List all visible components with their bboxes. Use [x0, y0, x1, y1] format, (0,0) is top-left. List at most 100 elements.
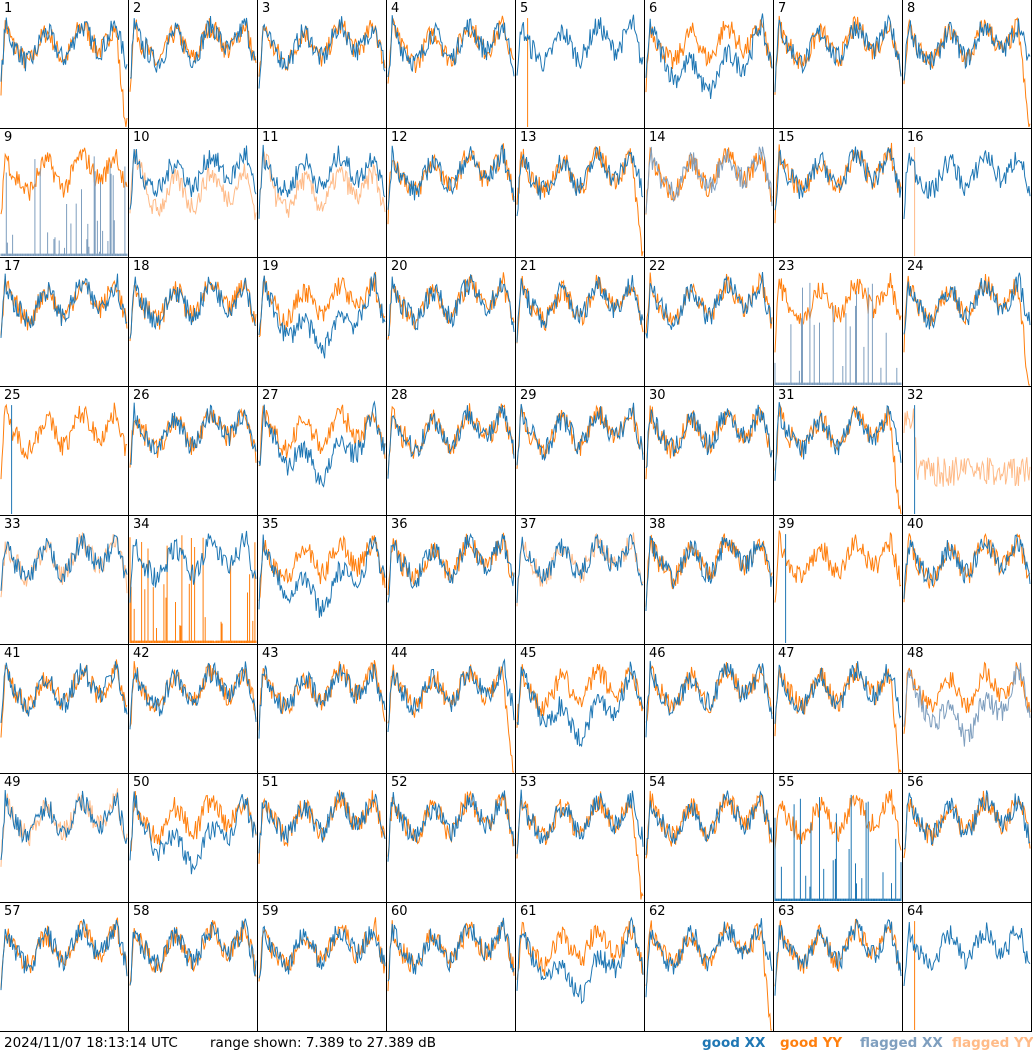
series-yy-line [258, 271, 386, 338]
panel-spectrum-plot [645, 146, 773, 215]
panel-20: 20 [387, 258, 516, 387]
panel-number: 21 [520, 259, 537, 274]
panel-spectrum-plot [0, 273, 128, 338]
panel-spectrum-plot [0, 659, 128, 738]
panel-number: 19 [262, 259, 279, 274]
panel-22: 22 [645, 258, 774, 387]
panel-16: 16 [903, 129, 1032, 258]
panel-number: 60 [391, 904, 408, 919]
panel-47: 47 [774, 645, 903, 774]
panel-spectrum-plot [774, 918, 902, 996]
panel-spectrum-plot [0, 17, 128, 128]
panel-58: 58 [129, 903, 258, 1032]
series-xx-line [516, 661, 644, 748]
panel-spectrum-plot [387, 403, 515, 479]
panel-spectrum-plot [387, 143, 515, 225]
panel-number: 24 [907, 259, 924, 274]
panel-spectrum-plot [258, 400, 386, 488]
panel-41: 41 [0, 645, 129, 774]
panel-number: 28 [391, 388, 408, 403]
panel-number: 31 [778, 388, 795, 403]
panel-number: 29 [520, 388, 537, 403]
panel-63: 63 [774, 903, 903, 1032]
series-yy-line [258, 535, 386, 602]
panel-number: 48 [907, 646, 924, 661]
panel-13: 13 [516, 129, 645, 258]
panel-spectrum-plot [645, 660, 773, 738]
series-yy-line [258, 917, 386, 982]
series-xx-line [0, 17, 128, 82]
panel-number: 47 [778, 646, 795, 661]
panel-39: 39 [774, 516, 903, 645]
series-yy-line [774, 663, 902, 773]
series-xx-line [516, 789, 644, 855]
series-yy-line [903, 533, 1031, 603]
panel-spectrum-plot [129, 145, 257, 221]
panel-spectrum-plot [129, 530, 257, 643]
series-yy-line [774, 272, 902, 353]
panel-number: 58 [133, 904, 150, 919]
panel-number: 13 [520, 130, 537, 145]
panel-number: 61 [520, 904, 537, 919]
panel-spectrum-plot [516, 532, 644, 607]
panel-number: 44 [391, 646, 408, 661]
series-yy-line [903, 661, 1031, 734]
series-xx-line [516, 146, 644, 217]
panel-spectrum-plot [903, 17, 1031, 128]
legend-flagged-xx: flagged XX [860, 1035, 943, 1051]
series-yy-line [129, 919, 257, 986]
panel-spectrum-plot [903, 272, 1031, 386]
series-yy-line [516, 791, 644, 900]
panel-spectrum-plot [774, 14, 902, 95]
series-xx-line [387, 405, 515, 479]
panel-62: 62 [645, 903, 774, 1032]
series-xx-line [0, 661, 128, 723]
series-yy-line [774, 530, 902, 603]
series-xx-line [903, 790, 1031, 850]
series-xx-line [387, 658, 515, 733]
series-xx-line [129, 276, 257, 339]
series-xx-line [516, 916, 644, 1005]
panel-28: 28 [387, 387, 516, 516]
panel-number: 59 [262, 904, 279, 919]
panel-spectrum-plot [774, 402, 902, 515]
panel-25: 25 [0, 387, 129, 516]
panel-number: 11 [262, 130, 279, 145]
panel-45: 45 [516, 645, 645, 774]
panel-spectrum-plot [774, 661, 902, 773]
panel-2: 2 [129, 0, 258, 129]
panel-17: 17 [0, 258, 129, 387]
series-xx-line [0, 156, 128, 256]
series-xx-line [129, 402, 257, 465]
panel-number: 7 [778, 1, 787, 16]
panel-spectrum-plot [516, 916, 644, 1005]
series-yy-line [645, 533, 773, 607]
panel-57: 57 [0, 903, 129, 1032]
panel-spectrum-plot [774, 789, 902, 901]
panel-number: 20 [391, 259, 408, 274]
panel-spectrum-plot [645, 918, 773, 1031]
series-xx-line [387, 917, 515, 982]
panel-9: 9 [0, 129, 129, 258]
panel-number: 55 [778, 775, 795, 790]
series-yy-line [645, 662, 773, 723]
series-xx-line [645, 13, 773, 100]
panel-38: 38 [645, 516, 774, 645]
panel-spectrum-plot [516, 14, 644, 127]
series-xx-line [0, 533, 128, 591]
panel-spectrum-plot [516, 789, 644, 900]
series-xx-line [774, 146, 902, 211]
panel-53: 53 [516, 774, 645, 903]
panel-50: 50 [129, 774, 258, 903]
panel-spectrum-plot [516, 402, 644, 469]
panel-spectrum-plot [774, 530, 902, 643]
series-yy-line [258, 149, 386, 218]
series-xx-line [774, 14, 902, 93]
panel-number: 49 [4, 775, 21, 790]
series-xx-line [130, 15, 257, 79]
series-xx-line [258, 791, 386, 854]
panel-19: 19 [258, 258, 387, 387]
panel-spectrum-plot [129, 790, 257, 875]
series-xx-line [258, 271, 386, 359]
series-xx-line [0, 273, 128, 338]
